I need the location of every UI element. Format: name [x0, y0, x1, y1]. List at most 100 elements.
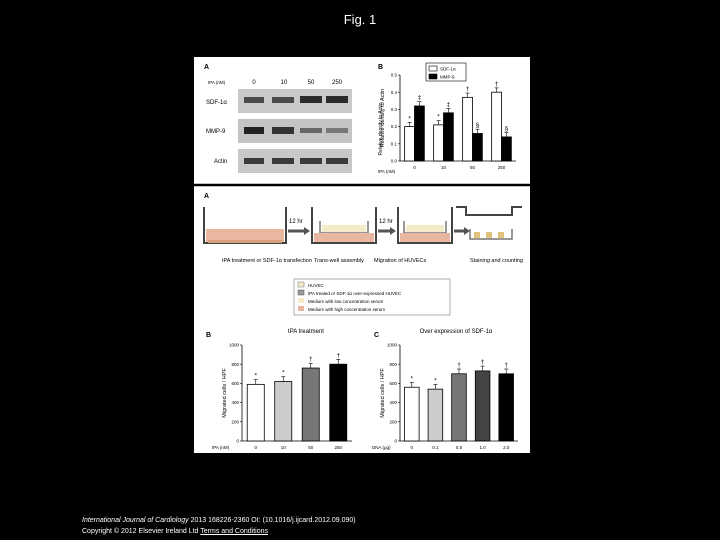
y-tick-label: 200	[389, 419, 397, 424]
significance-mark: †	[504, 362, 508, 369]
journal-name: International Journal of Cardiology	[82, 517, 189, 524]
citation-footer: International Journal of Cardiology 2013…	[82, 515, 356, 537]
x-tick-label: 50	[308, 445, 314, 450]
bar	[451, 373, 467, 442]
bar	[246, 383, 265, 442]
bar	[433, 124, 444, 162]
step-label: Staining and counting	[470, 258, 523, 264]
blot-band	[300, 158, 322, 164]
panel-b-chart: B tPA treatment 0 200 400 600 800 1000 Migrate…	[206, 329, 352, 450]
significance-mark: §	[476, 122, 480, 129]
panel-letter: C	[374, 332, 379, 339]
step-label: Migration of HUVECs	[374, 258, 427, 264]
terms-link[interactable]: Terms and Conditions	[200, 528, 268, 535]
x-axis-label: DNA (μg)	[372, 445, 391, 450]
bar	[491, 91, 502, 162]
significance-mark: *	[437, 114, 440, 121]
blot-row-label: Actin	[214, 159, 227, 165]
citation-text: 2013 168226-2360 OI: (10.1016/j.ijcard.2…	[188, 517, 356, 524]
arrow-2-head	[390, 227, 396, 235]
bar	[462, 96, 473, 162]
chart-title: Over expression of SDF-1α	[420, 329, 493, 335]
x-tick-label: 0.5	[456, 445, 463, 450]
y-tick-label: 400	[389, 400, 397, 405]
medium-low-serum	[406, 225, 444, 232]
x-axis-label: tPA (nM)	[378, 169, 396, 174]
x-tick-label: 1.0	[479, 445, 486, 450]
bar	[443, 112, 454, 162]
x-tick-label: 0	[254, 445, 257, 450]
panel-letter: B	[378, 64, 383, 71]
blot-band	[244, 127, 264, 134]
significance-mark: ‡	[418, 95, 422, 102]
y-tick-label: 0.0	[391, 159, 398, 164]
y-tick-label: 0.2	[391, 124, 398, 129]
arrow-3-head	[464, 227, 470, 235]
significance-mark: §	[505, 126, 509, 133]
legend-swatch	[428, 65, 438, 72]
cell-layer	[208, 240, 282, 243]
y-tick-label: 1000	[229, 343, 240, 348]
bar	[329, 363, 348, 442]
significance-mark: *	[434, 377, 437, 384]
arrow-1-label: 12 hr	[289, 219, 303, 225]
x-tick-label: 10	[441, 165, 447, 170]
y-tick-label: 800	[389, 362, 397, 367]
significance-mark: †	[481, 359, 485, 366]
stained-cell	[474, 232, 480, 238]
significance-mark: ‡	[447, 102, 451, 109]
page-title: Fig. 1	[343, 12, 377, 27]
bar	[501, 136, 512, 162]
step-label: tPA treatment or SDF-1α transfection	[222, 258, 312, 264]
y-axis-label: Relative density to Actin	[378, 102, 384, 155]
top-panel-b-chart: B Relative density to Actin tPA (nM) 0.0…	[378, 62, 516, 174]
medium-low-serum	[322, 225, 366, 232]
significance-mark: †	[495, 81, 499, 88]
x-tick-label: 0.1	[432, 445, 439, 450]
blot-band	[326, 158, 348, 164]
significance-mark: *	[411, 375, 414, 382]
bar	[404, 126, 415, 162]
x-tick-label: 0	[411, 445, 414, 450]
significance-mark: *	[254, 373, 257, 380]
y-tick-label: 0.4	[391, 90, 398, 95]
stained-cell	[486, 232, 492, 238]
y-tick-label: 0.1	[391, 141, 398, 146]
bar	[301, 367, 320, 442]
stained-cell	[498, 232, 504, 238]
panel-letter: B	[206, 332, 211, 339]
blot-band	[300, 128, 322, 133]
y-tick-label: 400	[231, 400, 239, 405]
dose-label: 0	[252, 80, 256, 86]
medium-high-serum	[400, 233, 450, 242]
significance-mark: *	[408, 115, 411, 122]
x-tick-label: 10	[281, 445, 287, 450]
y-tick-label: 0.5	[391, 73, 398, 78]
top-panel-a: A tPA (nM) 0 10 50 250 SDF-1α MMP-9 Acti…	[204, 64, 352, 173]
panel-c-chart: C Over expression of SDF-1α 0 200 400 600 80…	[372, 329, 518, 450]
significance-mark: †	[336, 352, 340, 359]
significance-mark: †	[457, 362, 461, 369]
chart-title: tPA treatment	[288, 329, 324, 335]
x-axis-label: tPA (nM)	[212, 445, 230, 450]
medium-high-serum	[206, 229, 284, 242]
y-tick-label: 1000	[387, 343, 398, 348]
blot-band	[300, 96, 322, 103]
bar	[474, 370, 491, 442]
bar	[472, 133, 483, 162]
step-label: Trans-well assembly	[314, 258, 364, 264]
bar	[274, 381, 293, 442]
copyright-text: Copyright © 2012 Elsevier Ireland Ltd	[82, 528, 199, 535]
well	[397, 207, 453, 244]
arrow-2-label: 12 hr	[379, 219, 393, 225]
x-tick-label: 50	[470, 165, 476, 170]
x-tick-label: 2.0	[503, 445, 510, 450]
y-axis-label: Relative density to Actin	[380, 89, 386, 147]
panel-letter: A	[204, 64, 209, 71]
y-tick-label: 0	[236, 439, 239, 444]
blot-band	[272, 158, 294, 164]
insert-removed	[456, 206, 522, 216]
schematic-panel: A 12 hr 12 hr tPA treatment or SDF-1α tr…	[203, 193, 523, 316]
y-axis-label: Migrated cells / HPF	[380, 368, 386, 418]
insert	[469, 229, 513, 240]
